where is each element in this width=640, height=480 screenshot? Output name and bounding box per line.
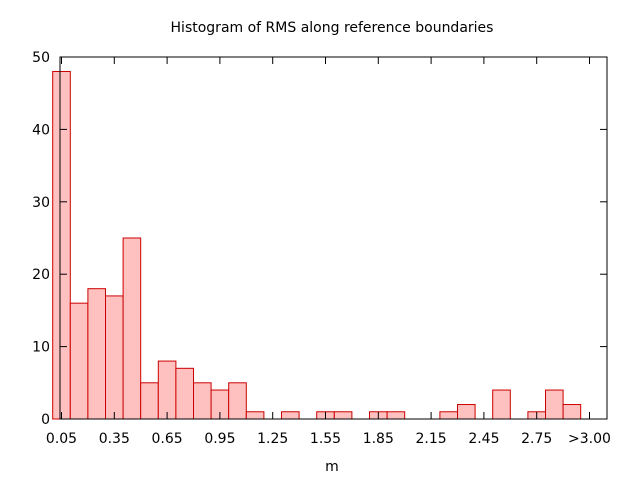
y-tick-label: 0: [41, 412, 50, 428]
histogram-bar: [52, 70, 71, 420]
x-tick-label: >3.00: [568, 431, 611, 447]
histogram-bar: [193, 382, 212, 420]
y-tick-label: 30: [32, 195, 50, 211]
histogram-bar: [562, 404, 582, 420]
histogram-bar: [105, 295, 124, 420]
histogram-bar: [492, 389, 511, 420]
histogram-bar: [140, 382, 159, 420]
histogram-bar: [175, 367, 194, 420]
y-tick-label: 10: [32, 340, 50, 356]
plot-frame: [59, 56, 608, 420]
x-tick-label: 0.05: [46, 431, 77, 447]
histogram-bar: [69, 302, 89, 420]
histogram-bar: [122, 237, 142, 420]
x-tick-label: 1.25: [257, 431, 288, 447]
x-axis-label: m: [325, 459, 339, 475]
x-axis: 0.05 0.35 0.65 0.95 1.25 1.55 1.85 2.15 2.45 2.75…: [46, 57, 611, 447]
x-tick-label: 2.15: [416, 431, 447, 447]
x-tick-label: 0.65: [152, 431, 183, 447]
x-tick-label: 1.55: [310, 431, 341, 447]
x-tick-label: 0.95: [204, 431, 235, 447]
y-axis: 0 10 20 30 40 50: [32, 50, 607, 428]
histogram-bar: [457, 404, 476, 420]
x-tick-label: 2.75: [521, 431, 552, 447]
histogram-bar: [333, 411, 353, 420]
histogram-bar: [281, 411, 300, 420]
bars-group: [52, 70, 582, 420]
chart-title: Histogram of RMS along reference boundar…: [171, 20, 494, 36]
histogram-bar: [87, 288, 107, 420]
histogram-bar: [545, 389, 564, 420]
x-tick-label: 0.35: [99, 431, 130, 447]
y-tick-label: 40: [32, 122, 50, 138]
histogram-bar: [228, 382, 247, 420]
histogram-bar: [386, 411, 406, 420]
x-tick-label: 1.85: [363, 431, 394, 447]
histogram-bar: [439, 411, 458, 420]
histogram-bar: [245, 411, 265, 420]
y-tick-label: 20: [32, 267, 50, 283]
histogram-bar: [157, 360, 177, 420]
x-tick-label: 2.45: [468, 431, 499, 447]
y-tick-label: 50: [32, 50, 50, 66]
